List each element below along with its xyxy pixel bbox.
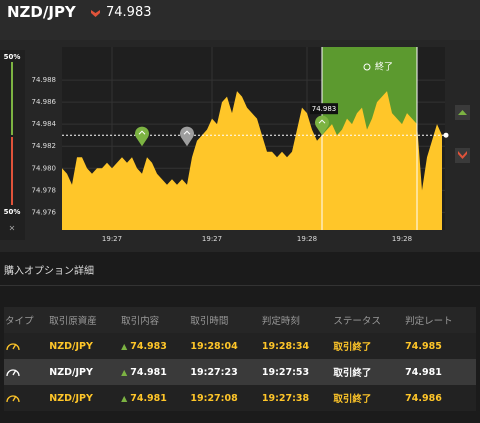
cell-text: 19:28:34: [261, 340, 310, 352]
expiry-label: 終了: [375, 61, 393, 73]
cell: 取引終了: [332, 359, 405, 385]
up-arrow: ▲: [121, 367, 128, 377]
gauge-icon: [6, 368, 20, 376]
cell: 74.981: [404, 359, 476, 385]
gauge-icon: [6, 342, 20, 350]
y-tick-label: 74.978: [32, 186, 57, 194]
cell: 19:27:23: [189, 359, 261, 385]
cell: ▲ 74.981: [120, 385, 190, 411]
current-dot: [443, 132, 449, 138]
price: 74.983: [106, 5, 152, 20]
cell-text: 取引終了: [333, 368, 372, 379]
section-title: 購入オプション詳細: [4, 266, 94, 277]
cell-text: 19:28:04: [190, 340, 238, 352]
cell: ▲ 74.983: [120, 333, 190, 359]
symbol: NZD/JPY: [7, 3, 76, 21]
cell-text: 74.981: [130, 366, 167, 378]
table-row: NZD/JPY ▲ 74.981 19:27:23 19:27:53 取引終了 74.981: [4, 359, 476, 385]
y-tick-label: 74.984: [32, 120, 57, 128]
cell-text: NZD/JPY: [49, 340, 93, 352]
y-tick-label: 74.988: [32, 76, 57, 84]
cell: 19:28:34: [260, 333, 333, 359]
table-row: NZD/JPY ▲ 74.983 19:28:04 19:28:34 取引終了 74.985: [4, 333, 476, 359]
column-header: 判定レート: [404, 307, 476, 333]
entry-pin: [135, 126, 149, 147]
pin-arrow: [318, 119, 326, 124]
cell-text: 74.986: [405, 392, 442, 404]
pin-label-bg: [310, 103, 338, 115]
cell: 19:28:04: [189, 333, 261, 359]
close-button[interactable]: ×: [9, 224, 16, 233]
cell-text: 19:27:38: [261, 392, 310, 404]
table-row: NZD/JPY ▲ 74.981 19:27:08 19:27:38 取引終了 74.986: [4, 385, 476, 411]
column-header: タイプ: [4, 307, 49, 333]
price-area: [62, 91, 442, 230]
bottom-percent: 50%: [4, 208, 21, 216]
up-arrow: ▲: [121, 341, 128, 351]
entry-pin: [314, 115, 329, 136]
cell-text: 19:27:08: [190, 392, 238, 404]
pin-arrow: [138, 130, 146, 135]
x-tick-label: 19:28: [297, 235, 317, 243]
trade-table: タイプ 取引原資産 取引内容 取引時間 判定時刻 ステータス 判定レート NZD/JPY ▲ 74…: [4, 307, 476, 411]
type-icon: [4, 359, 49, 385]
pin-arrow: [183, 130, 191, 135]
cell-text: 19:27:53: [261, 366, 310, 378]
pin-label: 74.983: [312, 105, 337, 113]
y-tick-label: 74.986: [32, 98, 57, 106]
column-header: 取引内容: [120, 307, 190, 333]
up-arrow: ▲: [121, 393, 128, 403]
cell-text: 19:27:23: [190, 366, 238, 378]
gauge-icon: [6, 394, 20, 402]
cell-text: 74.981: [405, 366, 442, 378]
header: NZD/JPY 74.983: [0, 0, 480, 40]
x-tick-label: 19:28: [392, 235, 412, 243]
cell-text: NZD/JPY: [49, 366, 93, 378]
cell-text: 取引終了: [333, 342, 372, 353]
cell-text: NZD/JPY: [49, 392, 93, 404]
cell: 取引終了: [332, 385, 405, 411]
entry-pin: [180, 126, 195, 147]
x-tick-label: 19:27: [202, 235, 222, 243]
cell: NZD/JPY: [48, 333, 121, 359]
cell: 19:27:38: [260, 385, 333, 411]
cell: ▲ 74.981: [120, 359, 190, 385]
cell: 74.985: [404, 333, 476, 359]
type-icon: [4, 333, 49, 359]
cell: 19:27:53: [260, 359, 333, 385]
y-tick-label: 74.976: [32, 208, 57, 216]
column-header: 取引原資産: [48, 307, 121, 333]
y-tick-label: 74.982: [32, 142, 57, 150]
cell: NZD/JPY: [48, 359, 121, 385]
type-icon: [4, 385, 49, 411]
cell: 取引終了: [332, 333, 405, 359]
cell: 74.986: [404, 385, 476, 411]
column-header: 判定時刻: [260, 307, 333, 333]
x-tick-label: 19:27: [102, 235, 122, 243]
column-header: 取引時間: [189, 307, 261, 333]
top-percent: 50%: [4, 53, 21, 61]
cell-text: 74.985: [405, 340, 442, 352]
y-tick-label: 74.980: [32, 164, 57, 172]
cell: NZD/JPY: [48, 385, 121, 411]
cell-text: 取引終了: [333, 394, 372, 405]
cell-text: 74.983: [130, 340, 167, 352]
cell: 19:27:08: [189, 385, 261, 411]
clock-icon: [363, 63, 371, 71]
column-header: ステータス: [332, 307, 405, 333]
chart: 50% 50% × 74.976 74.978 74.980 74.982 74.984…: [0, 40, 480, 252]
down-icon: [91, 10, 100, 17]
cell-text: 74.981: [130, 392, 167, 404]
